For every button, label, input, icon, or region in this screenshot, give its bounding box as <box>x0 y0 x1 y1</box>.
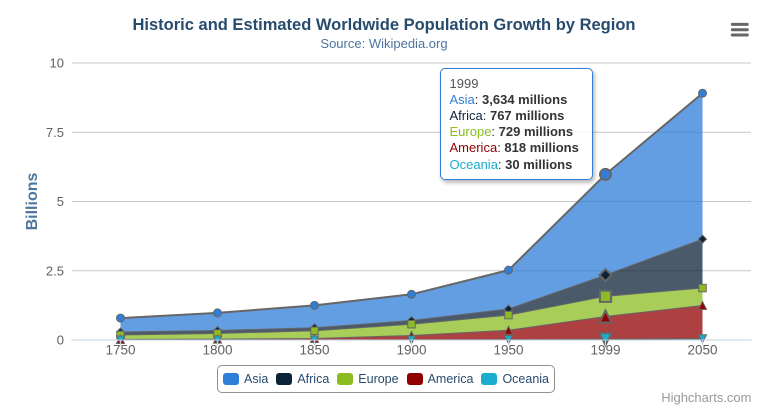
svg-text:Historic and Estimated Worldwi: Historic and Estimated Worldwide Populat… <box>133 16 636 34</box>
svg-text:5: 5 <box>57 194 64 209</box>
svg-text:1950: 1950 <box>493 343 523 358</box>
svg-text:Highcharts.com: Highcharts.com <box>661 390 751 405</box>
svg-text:1800: 1800 <box>202 343 232 358</box>
svg-text:2050: 2050 <box>687 343 717 358</box>
svg-text:1850: 1850 <box>299 343 329 358</box>
svg-text:1750: 1750 <box>105 343 135 358</box>
svg-text:Billions: Billions <box>24 173 41 231</box>
svg-text:0: 0 <box>57 333 64 348</box>
svg-text:2.5: 2.5 <box>46 263 64 278</box>
svg-text:1999: 1999 <box>590 343 620 358</box>
svg-text:10: 10 <box>50 56 64 71</box>
svg-text:1900: 1900 <box>396 343 426 358</box>
svg-text:Source: Wikipedia.org: Source: Wikipedia.org <box>320 36 447 51</box>
svg-text:7.5: 7.5 <box>46 125 64 140</box>
